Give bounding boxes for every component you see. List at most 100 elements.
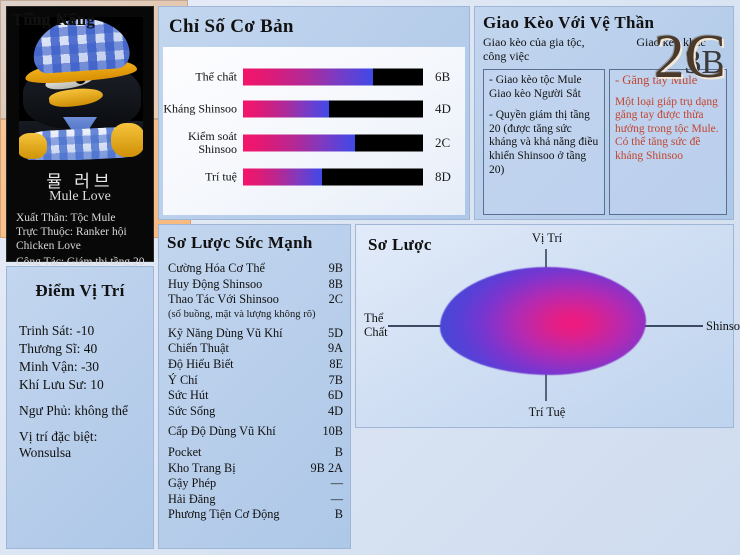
stat-bar-label: Trí tuệ <box>205 169 237 184</box>
position-point-row: Khí Lưu Sư: 10 <box>19 377 104 392</box>
power-row-value: 2C <box>328 292 343 307</box>
power-summary-title: Sơ Lược Sức Mạnh <box>167 233 313 252</box>
power-row-value: — <box>330 491 343 506</box>
stat-bar-value: 2C <box>435 135 451 150</box>
power-row-label: Cường Hóa Cơ Thể <box>168 261 265 275</box>
power-row: Thao Tác Với Shinsoo 2C <box>168 292 343 308</box>
stat-bar-track <box>243 134 423 152</box>
potential-title: Tiềm Năng <box>12 10 96 29</box>
stat-bar-value: 8D <box>435 169 451 184</box>
basic-stats-panel: Chỉ Số Cơ Bản Thể chất 6B Kháng Shinsoo 4D K… <box>158 6 470 220</box>
power-row-value: 9B 2A <box>310 460 343 475</box>
axis-label-right: Shinsoo <box>706 319 740 333</box>
power-summary-panel: Sơ Lược Sức Mạnh Cường Hóa Cơ Thể 9B Huy Đ… <box>158 224 351 549</box>
summary-chart-panel: Sơ Lược Vị Trí Trí Tuệ Thể Chất Shinsoo <box>355 224 740 428</box>
stat-bar-fill <box>243 68 373 86</box>
stat-bar-label: Kháng Shinsoo <box>163 101 237 116</box>
potential-grade: 3B <box>684 44 724 81</box>
character-origin: Xuất Thân: Tộc Mule <box>16 212 116 224</box>
stat-bar-label: Thể chất <box>195 69 237 84</box>
covenant-subtitle-left: Giao kèo của gia tộc, công việc <box>483 35 585 63</box>
character-name-korean: 뮬 러브 <box>46 172 114 191</box>
power-row-label: Thao Tác Với Shinsoo <box>168 292 279 307</box>
power-row-label: Sức Hút <box>168 388 209 403</box>
character-affiliation: Trực Thuộc: Ranker hội Chicken Love <box>16 226 127 252</box>
axis-label-left: Thể Chất <box>364 311 388 339</box>
position-point-row: Ngư Phủ: không thể <box>19 403 128 418</box>
power-row-value: 10B <box>322 424 344 439</box>
power-row: Kỹ Năng Dùng Vũ Khí 5D <box>168 326 343 342</box>
power-row: Hải Đăng — <box>168 492 343 508</box>
power-row: Gậy Phép — <box>168 476 343 492</box>
power-row-value: B <box>334 507 343 522</box>
power-row: Cấp Độ Dùng Vũ Khí 10B <box>168 424 343 440</box>
position-points-title: Điểm Vị Trí <box>35 281 125 300</box>
axis-label-bottom: Trí Tuệ <box>528 405 566 419</box>
portrait-card: 뮬 러브 Mule Love Xuất Thân: Tộc Mule Trực … <box>6 6 154 268</box>
duck-character-icon <box>19 17 143 160</box>
stat-bar-row: Kháng Shinsoo 4D <box>163 93 465 125</box>
power-row-value: 6D <box>327 388 343 403</box>
power-row-value: 5D <box>327 325 343 340</box>
power-row: Độ Hiểu Biết 8E <box>168 357 343 373</box>
stat-bar-row: Thể chất 6B <box>163 61 465 93</box>
stat-bar-track <box>243 68 423 86</box>
power-row-label: Gậy Phép <box>168 476 217 491</box>
position-point-row: Wonsulsa <box>19 445 72 460</box>
power-row-label: Cấp Độ Dùng Vũ Khí <box>168 424 276 439</box>
power-row-label: Huy Động Shinsoo <box>168 276 263 291</box>
character-portrait-image <box>19 17 143 160</box>
covenant-item: - Quyền giám thị tầng 20 (được tăng sức … <box>489 109 599 176</box>
power-row-label: Kho Trang Bị <box>168 460 236 475</box>
stat-bar-label: Kiểm soát Shinsoo <box>188 129 237 156</box>
position-point-row: Vị trí đặc biệt: <box>19 429 98 444</box>
stat-bar-track <box>243 100 423 118</box>
power-row: Cường Hóa Cơ Thể 9B <box>168 261 343 277</box>
power-row-label: Phương Tiện Cơ Động <box>168 507 280 522</box>
stat-bar-row: Kiểm soát Shinsoo 2C <box>163 127 465 159</box>
position-points-panel: Điểm Vị Trí Trinh Sát: -10 Thương Sĩ: 40… <box>6 266 154 549</box>
axis-label-top: Vị Trí <box>531 231 563 245</box>
power-row: Sức Sống 4D <box>168 404 343 420</box>
character-duty: Công Tác: Giám thị tầng 20 <box>16 256 145 268</box>
power-row-value: 4D <box>327 403 343 418</box>
power-row-label: Pocket <box>168 444 202 459</box>
power-row: Chiến Thuật 9A <box>168 341 343 357</box>
stat-bar-value: 4D <box>435 101 451 116</box>
summary-blob-shape <box>440 267 646 375</box>
covenant-item-body: Một loại giáp trụ dạng găng tay được thừ… <box>615 95 719 162</box>
covenant-subtitle-right: Giao kèo khác <box>636 35 706 49</box>
power-row: Sức Hút 6D <box>168 388 343 404</box>
power-row: Huy Động Shinsoo 8B <box>168 277 343 293</box>
power-row-label: Hải Đăng <box>168 491 216 506</box>
summary-chart-title: Sơ Lược <box>368 235 432 254</box>
power-row-value: 7B <box>328 372 343 387</box>
power-row-label: Độ Hiểu Biết <box>168 356 234 371</box>
covenant-title: Giao Kèo Với Vệ Thần <box>483 13 655 32</box>
total-title: Tổng Kết <box>12 10 83 29</box>
power-row-label: Sức Sống <box>168 403 216 418</box>
power-row: Ý Chí 7B <box>168 373 343 389</box>
power-row: Pocket B <box>168 445 343 461</box>
total-grade: 2C <box>653 23 726 91</box>
power-row-value: B <box>334 444 343 459</box>
position-point-row: Minh Vận: -30 <box>19 359 99 374</box>
stat-bar-row: Trí tuệ 8D <box>163 161 465 193</box>
power-row-value: 9B <box>328 261 343 275</box>
covenant-panel: Giao Kèo Với Vệ Thần Giao kèo của gia tộ… <box>474 6 734 220</box>
power-row-value: 8E <box>329 356 343 371</box>
stat-bar-track <box>243 168 423 186</box>
power-row-value: — <box>330 476 343 491</box>
power-summary-list: Cường Hóa Cơ Thể 9B Huy Động Shinsoo 8B Thao… <box>168 261 343 523</box>
covenant-box-other: - Găng tay Mule Một loại giáp trụ dạng g… <box>609 69 727 215</box>
position-point-row: Trinh Sát: -10 <box>19 323 95 338</box>
power-row-value: 8B <box>328 276 343 291</box>
basic-stats-chart: Thể chất 6B Kháng Shinsoo 4D Kiểm soát Shins… <box>163 47 465 215</box>
stat-bar-fill <box>243 100 330 118</box>
power-row-label: Chiến Thuật <box>168 341 229 356</box>
position-point-row: Thương Sĩ: 40 <box>19 341 98 356</box>
power-summary-note: (số buồng, mặt và lượng không rõ) <box>168 308 316 320</box>
covenant-item-heading: - Găng tay Mule <box>615 73 698 87</box>
character-name-english: Mule Love <box>49 189 111 204</box>
